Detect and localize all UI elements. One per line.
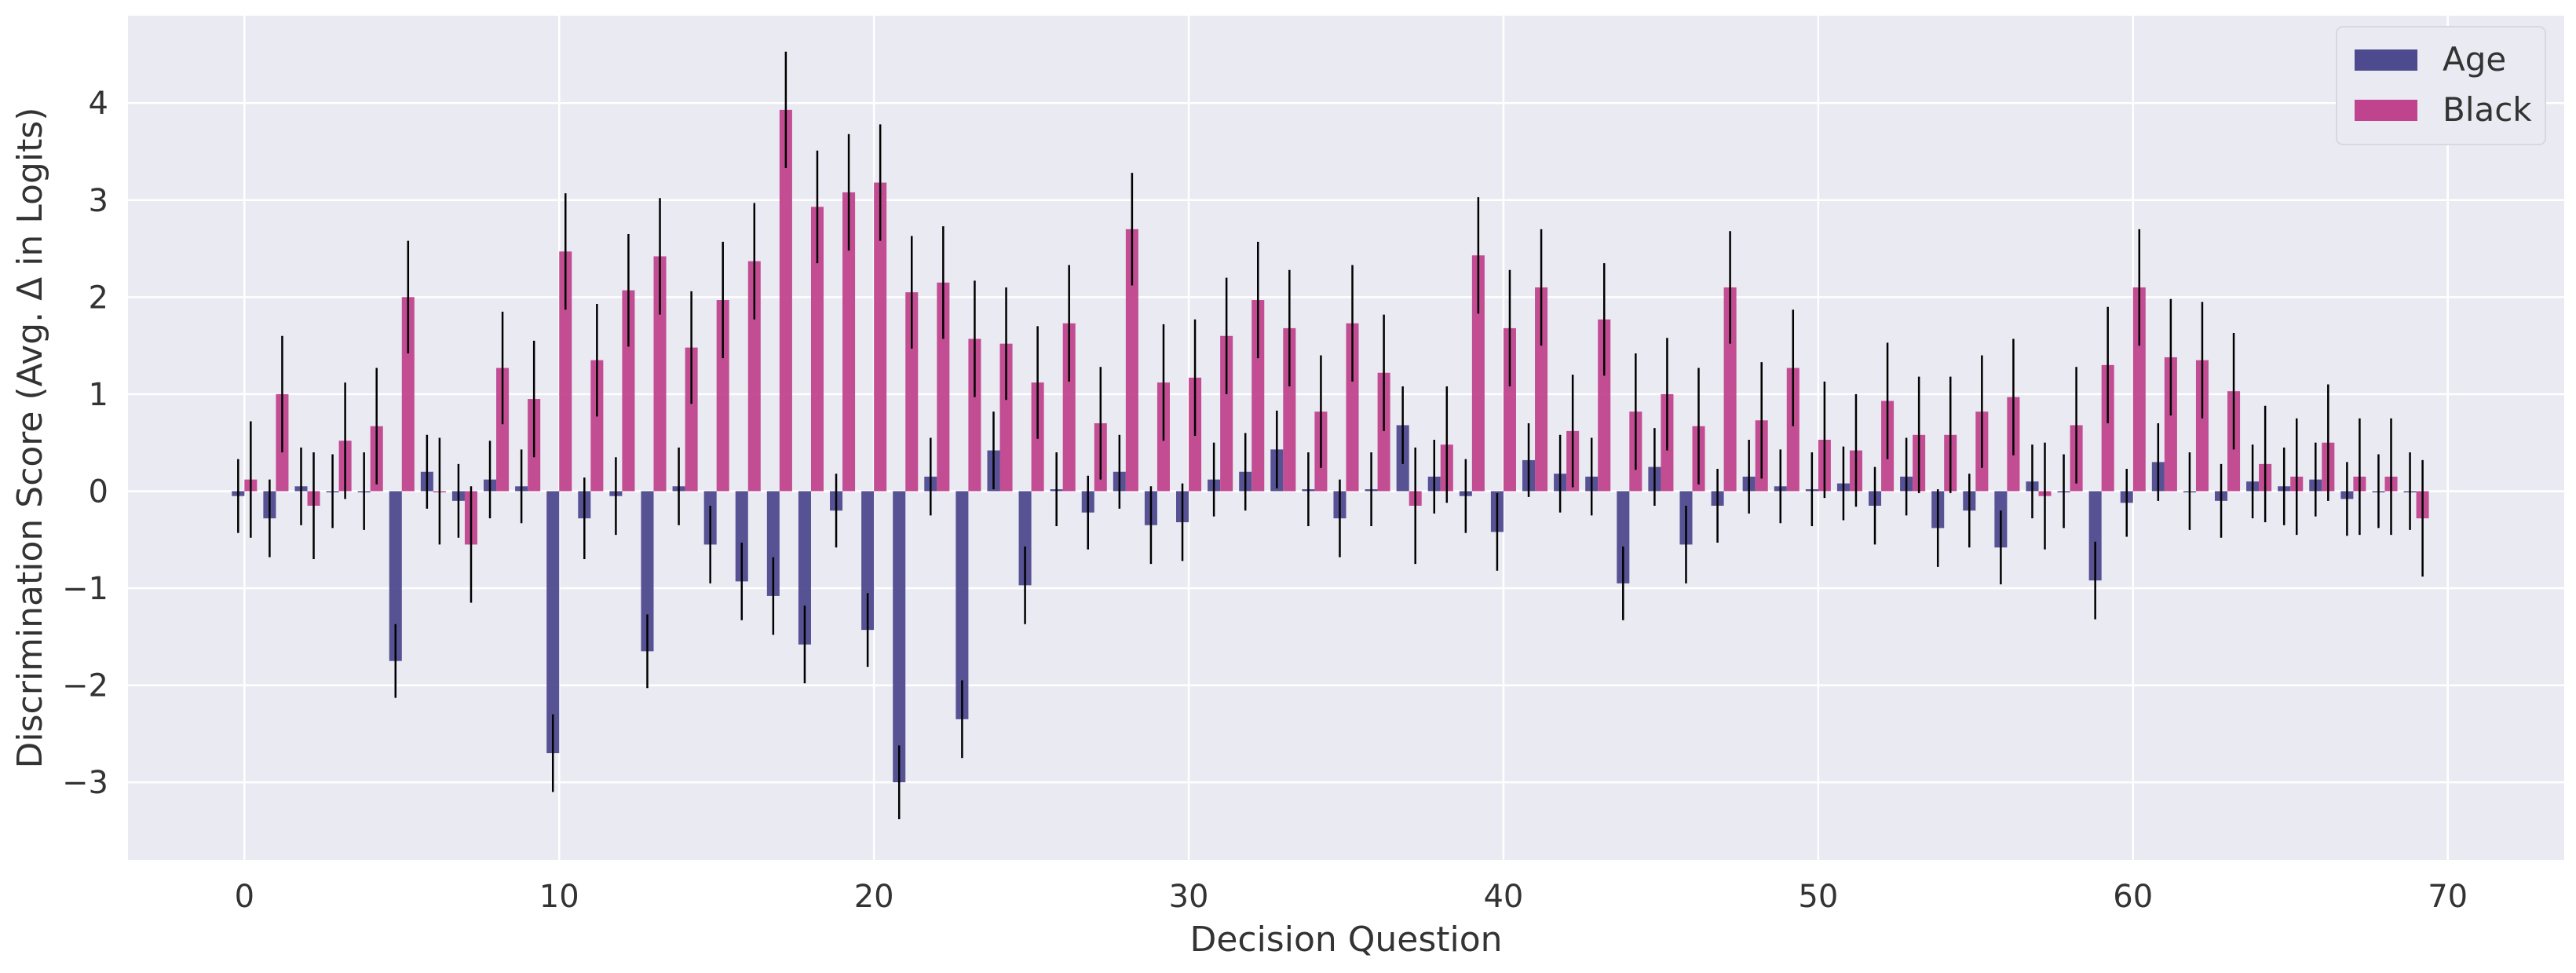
y-tick-label: −3 (62, 765, 108, 801)
legend: Age Black (2336, 26, 2546, 145)
bar-black (1786, 368, 1800, 492)
bar-black (685, 347, 698, 492)
x-tick-label: 50 (1798, 879, 1838, 915)
bar-age (893, 491, 906, 783)
legend-label-black: Black (2443, 90, 2532, 129)
bar-black (1283, 327, 1296, 492)
bar-black (653, 256, 667, 492)
y-tick-label: −1 (62, 571, 108, 607)
bar-age (766, 491, 780, 596)
x-tick-label: 10 (539, 879, 579, 915)
legend-label-age: Age (2443, 40, 2506, 79)
bar-age (389, 491, 402, 661)
y-tick-label: 1 (89, 377, 108, 413)
bar-black (1503, 327, 1516, 492)
error-bars-group (237, 51, 2424, 820)
bar-black (874, 182, 887, 492)
y-tick-label: 0 (89, 474, 108, 510)
bar-black (622, 290, 635, 492)
bar-age (955, 491, 969, 719)
x-tick-label: 40 (1483, 879, 1523, 915)
x-axis-label: Decision Question (1189, 920, 1502, 960)
x-tick-label: 20 (854, 879, 894, 915)
bar-black (2101, 364, 2114, 492)
bar-age (735, 491, 748, 582)
bar-black (1377, 372, 1390, 492)
bar-black (999, 343, 1013, 492)
bar-black (2164, 357, 2177, 492)
bar-age (2088, 491, 2102, 581)
bar-black (905, 292, 919, 492)
legend-swatch-black (2355, 100, 2417, 121)
bar-black (937, 282, 950, 492)
y-tick-label: 2 (89, 280, 108, 316)
x-tick-label: 70 (2428, 879, 2468, 915)
bar-age (546, 491, 560, 754)
legend-swatch-age (2355, 49, 2417, 71)
y-tick-label: −2 (62, 668, 108, 704)
bar-black (1220, 335, 1233, 492)
bar-black (1723, 287, 1737, 492)
bar-black (842, 192, 856, 492)
x-tick-label: 30 (1169, 879, 1209, 915)
bar-age (1617, 491, 1630, 583)
x-axis-ticks: 0 10 20 30 40 50 60 70 (235, 879, 2468, 915)
bar-age (1018, 491, 1032, 586)
bar-black (747, 261, 761, 492)
bar-black (1471, 255, 1485, 492)
bar-black (779, 109, 792, 492)
bar-black (559, 251, 572, 492)
bar-black (716, 300, 729, 492)
bar-black (968, 338, 981, 492)
bar-black (1125, 229, 1138, 492)
bar-black (1251, 300, 1265, 492)
bar-black (2132, 287, 2146, 492)
bar-black (590, 360, 604, 492)
bar-black (2195, 360, 2209, 492)
bar-black (401, 297, 415, 492)
bar-black (1535, 287, 1548, 492)
y-tick-label: 3 (89, 183, 108, 219)
bar-age (798, 491, 811, 645)
bar-black (1062, 323, 1076, 492)
y-axis-label: Discrimination Score (Avg. Δ in Logits) (10, 108, 50, 769)
y-axis-ticks: −3 −2 −1 0 1 2 3 4 (62, 86, 108, 801)
bar-black (1346, 323, 1359, 492)
bar-age (861, 491, 875, 631)
x-tick-label: 60 (2113, 879, 2153, 915)
y-tick-label: 4 (89, 86, 108, 122)
bar-black (810, 207, 824, 492)
bar-black (1598, 319, 1611, 492)
bar-age (641, 491, 654, 652)
bar-black (496, 368, 510, 492)
x-tick-label: 0 (235, 879, 254, 915)
